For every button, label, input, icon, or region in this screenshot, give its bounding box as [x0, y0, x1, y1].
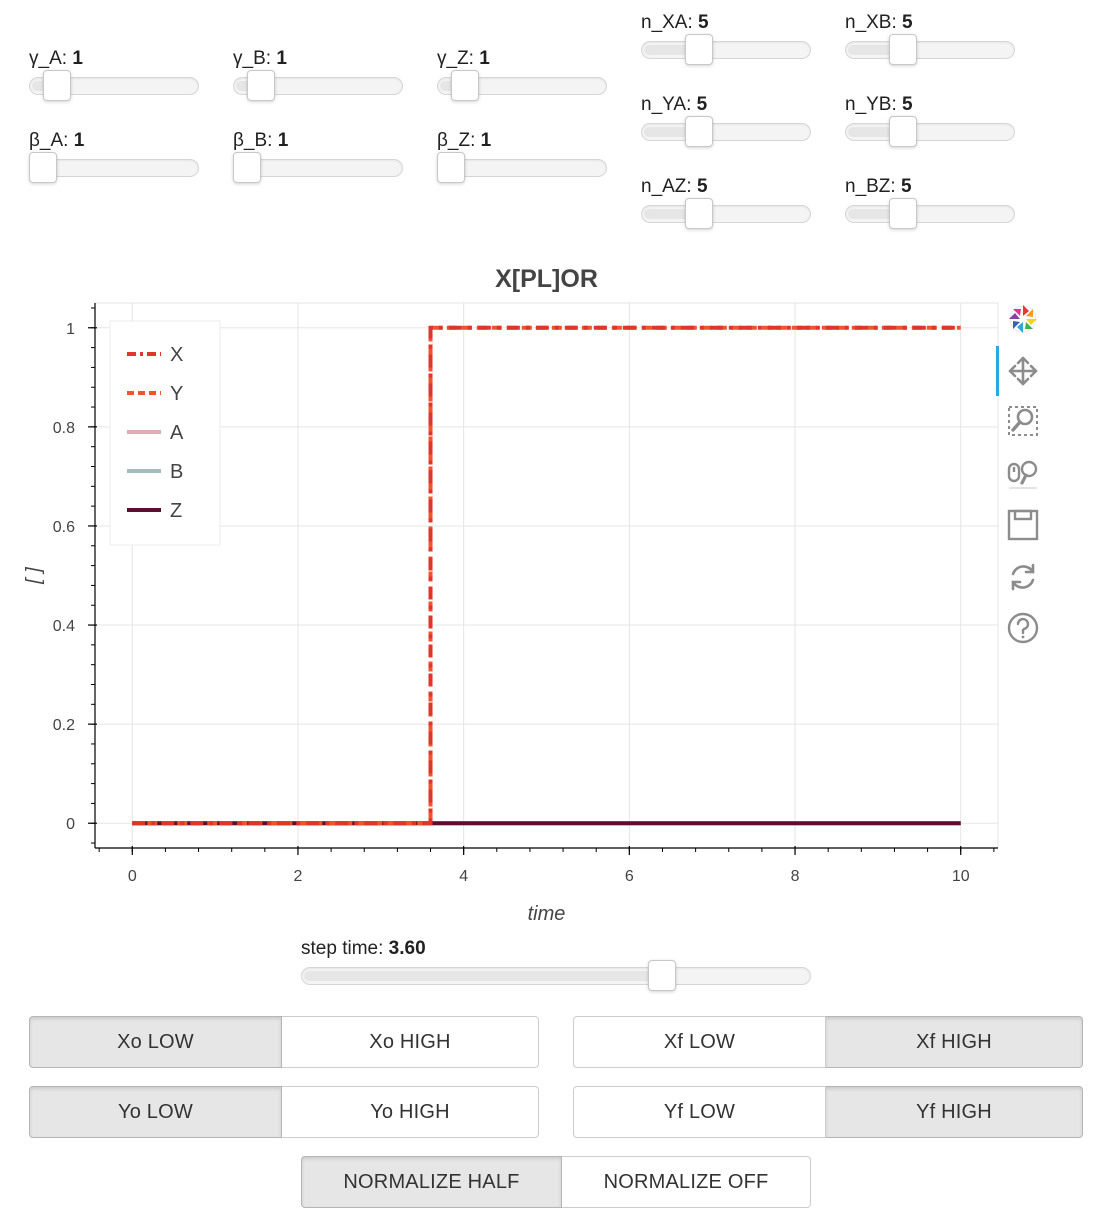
y-tick-label: 0: [66, 816, 75, 833]
box-zoom-icon[interactable]: [1004, 402, 1042, 440]
y-axis-title: [ ]: [23, 567, 45, 585]
xf-high-button[interactable]: Xf HIGH: [826, 1016, 1083, 1068]
beta-z-label: β_Z: 1: [437, 130, 492, 151]
y-tick-label: 0.2: [53, 717, 75, 734]
pan-icon[interactable]: [1004, 352, 1042, 390]
n-xb-slider[interactable]: n_XB: 5: [845, 12, 1015, 65]
x-axis-title: time: [528, 903, 566, 925]
n-az-handle[interactable]: [685, 198, 713, 229]
x-tick-label: 8: [791, 868, 800, 885]
gamma-b-label: γ_B: 1: [233, 48, 287, 69]
n-yb-handle[interactable]: [889, 116, 917, 147]
y-tick-label: 0.6: [53, 519, 75, 536]
beta-a-slider[interactable]: β_A: 1: [29, 130, 199, 183]
n-az-track[interactable]: [641, 205, 811, 223]
chart-title: X[PL]OR: [495, 265, 598, 293]
n-bz-label: n_BZ: 5: [845, 176, 912, 197]
legend-box: [109, 320, 221, 546]
xo-low-button[interactable]: Xo LOW: [29, 1016, 282, 1068]
n-ya-track[interactable]: [641, 123, 811, 141]
beta-b-label: β_B: 1: [233, 130, 289, 151]
yo-low-button[interactable]: Yo LOW: [29, 1086, 282, 1138]
gamma-z-label: γ_Z: 1: [437, 48, 490, 69]
series-line-y: [132, 325, 961, 826]
save-icon[interactable]: [1004, 506, 1042, 544]
beta-a-handle[interactable]: [29, 152, 57, 183]
beta-z-handle[interactable]: [437, 152, 465, 183]
yf-high-button[interactable]: Yf HIGH: [826, 1086, 1083, 1138]
legend-label-z: Z: [170, 500, 182, 522]
beta-b-handle[interactable]: [233, 152, 261, 183]
step-time-track[interactable]: [301, 967, 811, 985]
n-bz-handle[interactable]: [889, 198, 917, 229]
wheel-zoom-icon[interactable]: [1004, 453, 1042, 491]
n-xa-slider[interactable]: n_XA: 5: [641, 12, 811, 65]
step-time-handle[interactable]: [648, 960, 676, 991]
n-ya-label: n_YA: 5: [641, 94, 708, 115]
yf-low-button[interactable]: Yf LOW: [573, 1086, 826, 1138]
n-xb-label: n_XB: 5: [845, 12, 913, 33]
reset-icon[interactable]: [1004, 558, 1042, 596]
n-yb-slider[interactable]: n_YB: 5: [845, 94, 1015, 147]
n-bz-track[interactable]: [845, 205, 1015, 223]
n-xb-track[interactable]: [845, 41, 1015, 59]
gamma-a-label: γ_A: 1: [29, 48, 83, 69]
normalize-half-button[interactable]: NORMALIZE HALF: [301, 1156, 562, 1208]
normalize-off-button[interactable]: NORMALIZE OFF: [562, 1156, 811, 1208]
n-bz-slider[interactable]: n_BZ: 5: [845, 176, 1015, 229]
n-ya-handle[interactable]: [685, 116, 713, 147]
x-tick-label: 2: [294, 868, 303, 885]
beta-a-label: β_A: 1: [29, 130, 85, 151]
beta-z-slider[interactable]: β_Z: 1: [437, 130, 607, 183]
n-ya-slider[interactable]: n_YA: 5: [641, 94, 811, 147]
help-icon[interactable]: [1004, 609, 1042, 647]
legend-label-a: A: [170, 422, 184, 444]
legend-label-b: B: [170, 461, 183, 483]
step-time-slider[interactable]: step time: 3.60: [301, 938, 811, 991]
beta-b-slider[interactable]: β_B: 1: [233, 130, 403, 183]
bokeh-logo-icon[interactable]: [1004, 300, 1042, 338]
n-yb-label: n_YB: 5: [845, 94, 913, 115]
step-time-label: step time: 3.60: [301, 938, 426, 959]
plot-frame: [94, 302, 999, 849]
gamma-z-handle[interactable]: [451, 70, 479, 101]
n-az-slider[interactable]: n_AZ: 5: [641, 176, 811, 229]
n-xb-handle[interactable]: [889, 34, 917, 65]
gamma-z-slider[interactable]: γ_Z: 1: [437, 48, 607, 101]
n-yb-track[interactable]: [845, 123, 1015, 141]
plot-panel: 0 2 4 6 8 10 0 0.2 0.4 0.6 0.8 1 X[PL]OR time [ ] X Y A B Z: [0, 248, 1108, 938]
series-line-x: [132, 325, 961, 826]
y-tick-label: 1: [66, 321, 75, 338]
x-tick-label: 6: [625, 868, 634, 885]
gamma-a-slider[interactable]: γ_A: 1: [29, 48, 199, 101]
x-tick-label: 0: [128, 868, 137, 885]
legend-label-x: X: [170, 344, 183, 366]
gamma-b-slider[interactable]: γ_B: 1: [233, 48, 403, 101]
y-tick-label: 0.4: [53, 618, 75, 635]
yo-high-button[interactable]: Yo HIGH: [282, 1086, 539, 1138]
xf-low-button[interactable]: Xf LOW: [573, 1016, 826, 1068]
legend-label-y: Y: [170, 383, 183, 405]
y-tick-label: 0.8: [53, 420, 75, 437]
n-az-label: n_AZ: 5: [641, 176, 708, 197]
gamma-b-handle[interactable]: [247, 70, 275, 101]
active-tool-indicator: [996, 346, 999, 396]
x-tick-label: 4: [459, 868, 468, 885]
x-tick-label: 10: [952, 868, 970, 885]
gamma-a-handle[interactable]: [43, 70, 71, 101]
xo-high-button[interactable]: Xo HIGH: [282, 1016, 539, 1068]
n-xa-label: n_XA: 5: [641, 12, 709, 33]
n-xa-track[interactable]: [641, 41, 811, 59]
n-xa-handle[interactable]: [685, 34, 713, 65]
